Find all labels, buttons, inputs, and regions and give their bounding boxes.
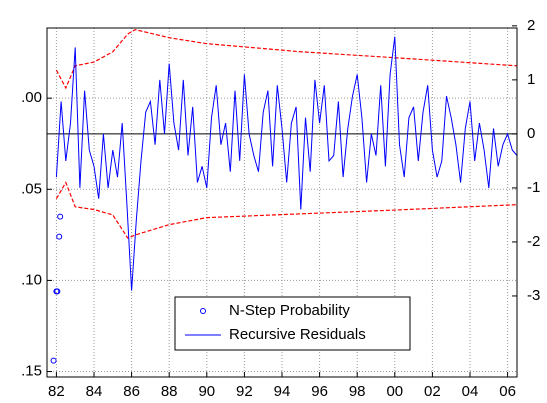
- x-tick-label: 02: [424, 383, 441, 400]
- probability-point: [53, 288, 60, 295]
- y2-tick-label: 1: [527, 71, 535, 88]
- probability-point: [56, 233, 63, 240]
- y2-tick-label: -2: [527, 233, 540, 250]
- x-tick-label: 92: [236, 383, 253, 400]
- y-tick-label: .15: [21, 363, 42, 380]
- y-tick-label: .05: [21, 180, 42, 197]
- legend-label: N-Step Probability: [229, 302, 350, 319]
- band-line: [55, 181, 518, 239]
- plot-frame: [46, 27, 518, 378]
- y2-tick-label: 0: [527, 125, 535, 142]
- x-tick-label: 84: [86, 383, 103, 400]
- x-tick-label: 06: [499, 383, 516, 400]
- x-tick-label: 96: [311, 383, 328, 400]
- probability-point: [50, 357, 57, 364]
- legend-label: Recursive Residuals: [229, 326, 366, 343]
- probability-point: [57, 213, 64, 220]
- x-tick-label: 00: [386, 383, 403, 400]
- x-tick-label: 04: [462, 383, 479, 400]
- x-tick-label: 82: [48, 383, 65, 400]
- x-tick-label: 86: [123, 383, 140, 400]
- y-tick-label: .10: [21, 271, 42, 288]
- x-tick-label: 98: [349, 383, 366, 400]
- y2-tick-label: 2: [527, 17, 535, 34]
- x-tick-label: 94: [274, 383, 291, 400]
- x-tick-label: 90: [198, 383, 215, 400]
- y2-tick-label: -3: [527, 287, 540, 304]
- legend-box: [174, 296, 411, 351]
- legend-marker: [200, 308, 206, 314]
- y2-tick-label: -1: [527, 179, 540, 196]
- residual-line: [55, 36, 518, 291]
- y-tick-label: .00: [21, 89, 42, 106]
- x-tick-label: 88: [161, 383, 178, 400]
